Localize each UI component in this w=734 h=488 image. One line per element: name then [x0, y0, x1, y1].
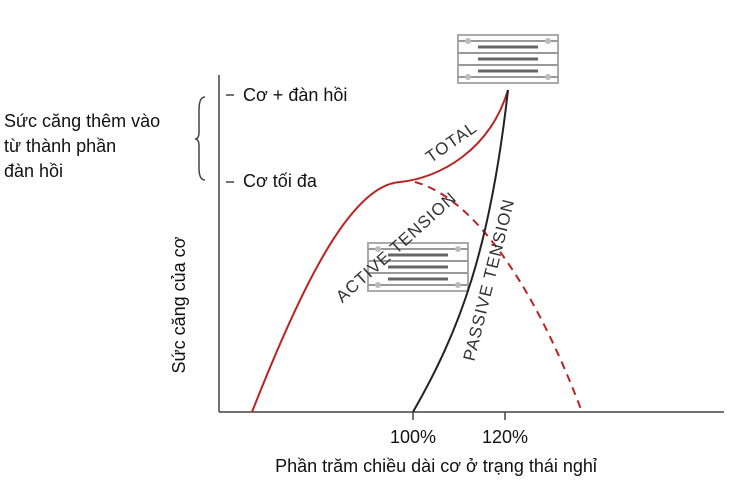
y-axis-label: Sức căng của cơ [169, 236, 189, 373]
total-curve [251, 89, 509, 413]
axes [218, 75, 724, 420]
annotation-line: từ thành phần [4, 136, 116, 156]
x-axis-label: Phần trăm chiều dài cơ ở trạng thái nghỉ [275, 456, 597, 476]
annotation-line: đàn hồi [4, 161, 63, 181]
bracket [194, 96, 206, 181]
curve-label: TOTAL [422, 118, 481, 167]
y-tick-label: Cơ + đàn hồi [243, 85, 347, 105]
passive-curve [412, 89, 509, 413]
y-tick-label: Cơ tối đa [243, 171, 318, 191]
annotation-line: Sức căng thêm vào [4, 111, 160, 131]
sarcomere-icon [456, 33, 560, 85]
x-tick-label: 120% [482, 427, 528, 447]
x-tick-label: 100% [390, 427, 436, 447]
